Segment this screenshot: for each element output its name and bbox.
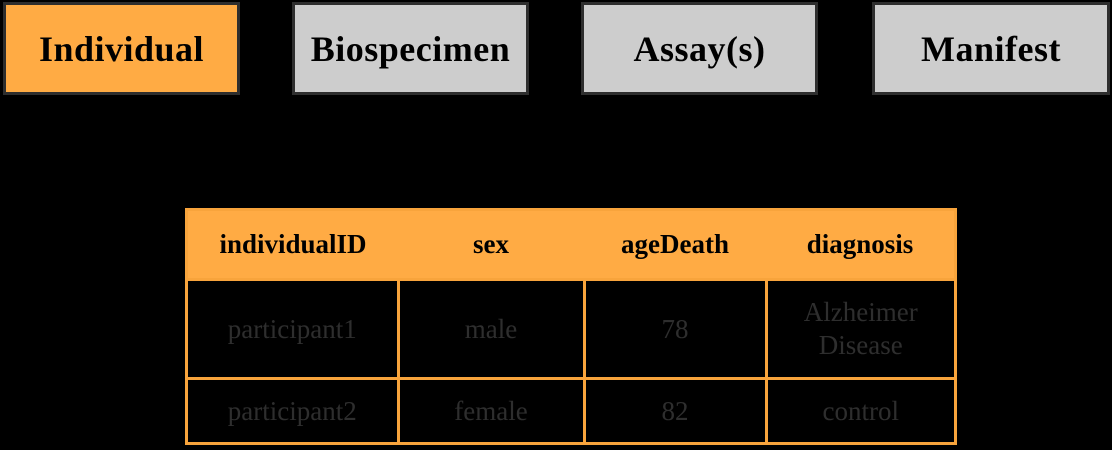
table-header-row: individualID sex ageDeath diagnosis (188, 211, 954, 280)
table-row: participant1 male 78 Alzheimer Disease (188, 278, 954, 379)
tab-assays-label: Assay(s) (633, 28, 766, 69)
cell-agedeath: 82 (582, 376, 766, 442)
tab-individual[interactable]: Individual (3, 2, 240, 95)
cell-sex: male (396, 278, 584, 379)
tab-assays[interactable]: Assay(s) (581, 2, 818, 95)
table-row: participant2 female 82 control (188, 376, 954, 442)
cell-agedeath: 78 (582, 278, 766, 379)
cell-diagnosis: control (764, 376, 954, 442)
tab-biospecimen-label: Biospecimen (310, 28, 511, 69)
individual-table-frame: individualID sex ageDeath diagnosis part… (185, 208, 957, 445)
cell-sex: female (396, 376, 584, 442)
tab-individual-label: Individual (38, 28, 205, 69)
column-header-agedeath: ageDeath (584, 211, 766, 280)
column-header-sex: sex (398, 211, 584, 280)
individual-metadata-table: individualID sex ageDeath diagnosis part… (188, 211, 954, 442)
tab-biospecimen[interactable]: Biospecimen (292, 2, 529, 95)
tab-manifest[interactable]: Manifest (872, 2, 1110, 95)
cell-individualid: participant2 (188, 376, 398, 442)
tab-manifest-label: Manifest (921, 28, 1061, 69)
cell-individualid: participant1 (188, 278, 398, 379)
column-header-diagnosis: diagnosis (766, 211, 954, 280)
cell-diagnosis: Alzheimer Disease (764, 278, 954, 379)
column-header-individualid: individualID (188, 211, 398, 280)
